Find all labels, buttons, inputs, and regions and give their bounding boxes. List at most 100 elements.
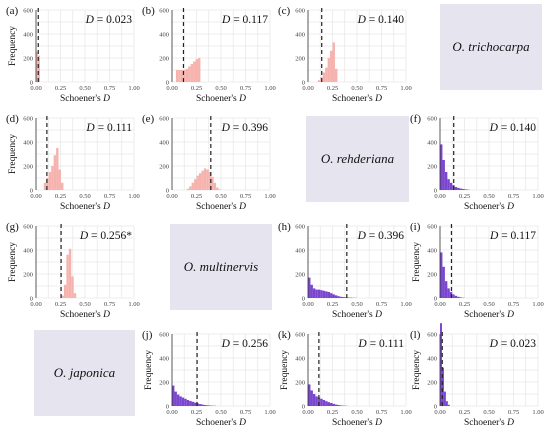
histogram-bar bbox=[459, 297, 463, 298]
histogram-bar bbox=[189, 186, 192, 190]
x-tick-label: 0.00 bbox=[166, 409, 177, 416]
histogram-bar bbox=[73, 293, 77, 298]
histogram-bar bbox=[330, 50, 333, 82]
histogram-bar bbox=[312, 394, 316, 406]
histogram-bar bbox=[332, 294, 335, 298]
observed-d-label: D = 0.117 bbox=[221, 14, 268, 26]
histogram-bar bbox=[334, 68, 338, 82]
histogram-bar bbox=[447, 404, 450, 406]
histogram-bar bbox=[197, 58, 201, 82]
x-tick-label: 0.25 bbox=[55, 85, 66, 92]
y-tick-label: 0 bbox=[434, 187, 437, 194]
x-tick-label: 0.00 bbox=[30, 193, 41, 200]
histogram-bar bbox=[201, 170, 204, 190]
histogram-bar bbox=[186, 400, 190, 406]
histogram-bar bbox=[203, 168, 207, 190]
x-axis-label: Schoener's D bbox=[332, 94, 382, 104]
x-tick-label: 0.75 bbox=[376, 301, 387, 308]
histogram-bar bbox=[198, 173, 202, 190]
histogram-bar bbox=[344, 297, 348, 298]
y-tick-label: 600 bbox=[427, 331, 437, 338]
histogram-bar bbox=[454, 187, 458, 190]
panel-label: (d) bbox=[6, 113, 19, 125]
x-tick-label: 0.25 bbox=[191, 409, 202, 416]
x-tick-label: 1.00 bbox=[532, 301, 543, 308]
y-tick-label: 600 bbox=[159, 115, 169, 122]
histogram-bar bbox=[464, 189, 467, 190]
histogram-bar bbox=[66, 254, 69, 298]
y-tick-label: 600 bbox=[295, 7, 305, 14]
x-axis-label: Schoener's D bbox=[196, 94, 246, 104]
histogram-bar bbox=[198, 404, 202, 406]
y-tick-label: 0 bbox=[166, 403, 169, 410]
panel-f: 0.00 0.25 0.50 0.75 1.00 0 200 400 600 Schoener's… bbox=[410, 113, 544, 212]
y-tick-label: 600 bbox=[159, 7, 169, 14]
y-tick-label: 400 bbox=[295, 355, 305, 362]
observed-d-label: D = 0.117 bbox=[489, 230, 536, 242]
histogram-bar bbox=[310, 284, 313, 298]
x-tick-label: 1.00 bbox=[400, 409, 411, 416]
histogram-bar bbox=[454, 295, 458, 298]
x-tick-label: 0.50 bbox=[351, 85, 362, 92]
histogram-bar bbox=[325, 67, 328, 82]
histogram-bar bbox=[208, 172, 212, 190]
histogram-bar bbox=[310, 390, 313, 406]
y-tick-label: 200 bbox=[427, 271, 437, 278]
histogram-bar bbox=[312, 288, 316, 298]
histogram-bar bbox=[322, 72, 326, 82]
y-axis-label: Frequency bbox=[8, 134, 18, 174]
x-tick-label: 0.00 bbox=[30, 301, 41, 308]
y-tick-label: 600 bbox=[23, 223, 33, 230]
histogram-bar bbox=[213, 182, 217, 190]
panel-label: (g) bbox=[6, 221, 19, 233]
y-tick-label: 0 bbox=[30, 79, 33, 86]
histogram-bar bbox=[443, 391, 446, 406]
y-tick-label: 200 bbox=[295, 271, 305, 278]
histogram-bar bbox=[457, 187, 460, 190]
histogram-bar bbox=[330, 403, 333, 406]
histogram-bar bbox=[195, 59, 198, 82]
x-tick-label: 1.00 bbox=[128, 85, 139, 92]
histogram-bar bbox=[462, 189, 465, 190]
x-tick-label: 0.50 bbox=[79, 85, 90, 92]
histogram-bar bbox=[193, 61, 196, 82]
histogram-bar bbox=[334, 404, 338, 406]
histogram-bar bbox=[327, 402, 331, 406]
y-tick-label: 600 bbox=[159, 331, 169, 338]
histogram-bar bbox=[56, 148, 59, 190]
histogram-bar bbox=[440, 144, 443, 190]
histogram-bar bbox=[216, 187, 219, 190]
x-tick-label: 0.50 bbox=[215, 193, 226, 200]
y-tick-label: 200 bbox=[159, 55, 169, 62]
histogram-bar bbox=[48, 172, 52, 190]
histogram-bar bbox=[194, 402, 197, 406]
x-tick-label: 0.50 bbox=[483, 409, 494, 416]
y-tick-label: 0 bbox=[302, 295, 305, 302]
histogram-bar bbox=[441, 367, 444, 406]
x-tick-label: 0.00 bbox=[30, 85, 41, 92]
x-axis-label: Schoener's D bbox=[464, 310, 514, 320]
histogram-bar bbox=[46, 178, 49, 190]
histogram-bar bbox=[330, 293, 333, 298]
x-tick-label: 0.25 bbox=[459, 409, 470, 416]
observed-d-label: D = 0.023 bbox=[489, 338, 537, 350]
observed-d-label: D = 0.256 bbox=[221, 338, 269, 350]
histogram-bar bbox=[71, 276, 74, 298]
histogram-bar bbox=[172, 385, 175, 406]
y-tick-label: 0 bbox=[302, 403, 305, 410]
x-axis-label: Schoener's D bbox=[332, 418, 382, 428]
x-tick-label: 0.75 bbox=[104, 301, 115, 308]
y-tick-label: 600 bbox=[427, 115, 437, 122]
histogram-bar bbox=[174, 391, 177, 406]
x-tick-label: 1.00 bbox=[264, 409, 275, 416]
x-axis-label: Schoener's D bbox=[60, 202, 110, 212]
histogram-bar bbox=[317, 289, 321, 298]
x-tick-label: 0.50 bbox=[215, 85, 226, 92]
panel-k: 0.00 0.25 0.50 0.75 1.00 0 200 400 600 Schoener's… bbox=[278, 329, 412, 428]
observed-d-label: D = 0.396 bbox=[221, 122, 269, 134]
histogram-bar bbox=[176, 394, 180, 406]
histogram-bar bbox=[196, 175, 199, 190]
y-tick-label: 200 bbox=[23, 163, 33, 170]
histogram-bar bbox=[36, 52, 38, 82]
